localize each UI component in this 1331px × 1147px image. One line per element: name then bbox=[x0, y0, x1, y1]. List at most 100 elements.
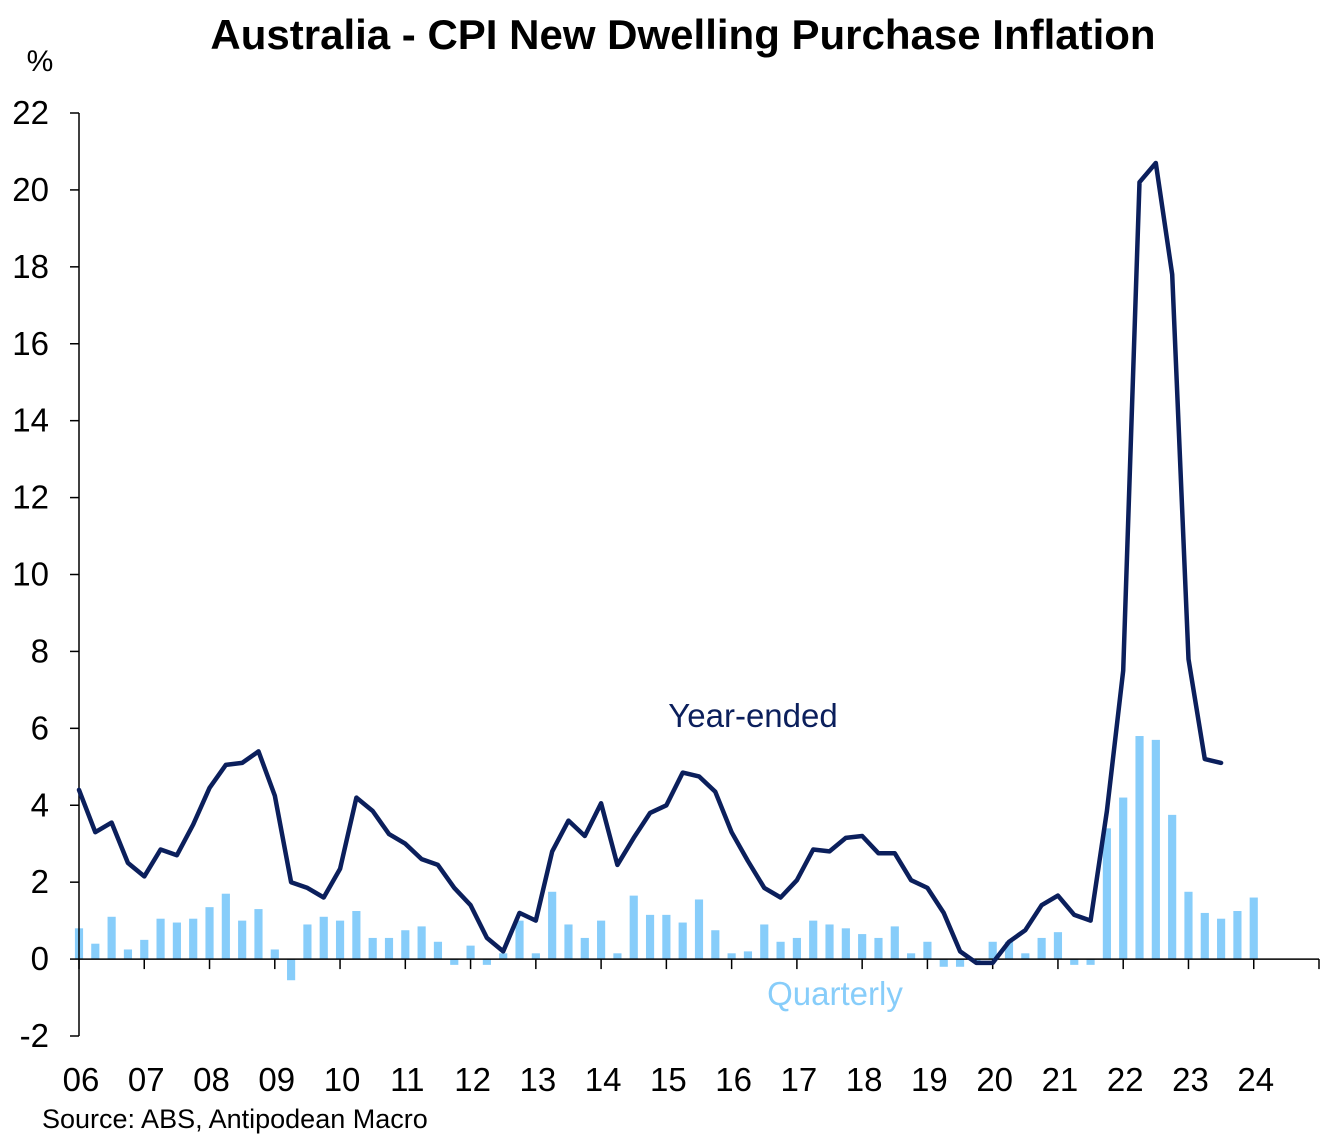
x-tick-label: 22 bbox=[1107, 1061, 1144, 1098]
y-tick-label: 20 bbox=[12, 171, 49, 208]
quarterly-bar bbox=[433, 941, 443, 960]
x-tick-label: 21 bbox=[1042, 1061, 1079, 1098]
quarterly-bar bbox=[1119, 797, 1128, 960]
x-tick-label: 16 bbox=[715, 1061, 752, 1098]
quarterly-bar bbox=[450, 959, 459, 965]
quarterly-bar bbox=[1070, 959, 1079, 965]
quarterly-bars bbox=[74, 736, 1258, 981]
y-tick-label: 22 bbox=[12, 94, 49, 131]
quarterly-bar bbox=[955, 959, 965, 967]
quarterly-bar bbox=[678, 922, 687, 960]
quarterly-bar bbox=[792, 937, 801, 960]
quarterly-bar bbox=[580, 937, 589, 960]
quarterly-bar bbox=[1086, 959, 1095, 965]
quarterly-bar bbox=[189, 918, 198, 960]
quarterly-bar bbox=[1249, 897, 1258, 960]
x-tick-label: 19 bbox=[911, 1061, 948, 1098]
quarterly-bar bbox=[1233, 911, 1242, 960]
quarterly-bar bbox=[156, 918, 165, 960]
y-tick-label: 14 bbox=[12, 402, 49, 439]
x-tick-label: 18 bbox=[846, 1061, 883, 1098]
quarterly-bar bbox=[1021, 953, 1030, 960]
y-tick-label: 4 bbox=[31, 786, 49, 823]
x-tick-label: 15 bbox=[650, 1061, 687, 1098]
quarterly-bar bbox=[1184, 891, 1193, 960]
quarterly-bar bbox=[417, 926, 426, 960]
x-tick-label: 13 bbox=[519, 1061, 556, 1098]
quarterly-bar bbox=[939, 959, 948, 967]
quarterly-bar bbox=[1004, 941, 1014, 960]
chart-title: Australia - CPI New Dwelling Purchase In… bbox=[210, 11, 1155, 58]
quarterly-bar bbox=[1200, 912, 1209, 960]
y-tick-label: 0 bbox=[31, 940, 49, 977]
quarterly-bar bbox=[760, 924, 769, 960]
quarterly-bar bbox=[384, 937, 394, 960]
y-tick-label: 8 bbox=[31, 632, 49, 669]
quarterly-bar bbox=[645, 914, 655, 960]
quarterly-bar bbox=[1037, 937, 1046, 960]
quarterly-bar bbox=[401, 930, 410, 960]
quarterly-bar bbox=[890, 926, 899, 960]
quarterly-bar bbox=[923, 941, 932, 960]
quarterly-bar bbox=[874, 937, 883, 960]
quarterly-bar bbox=[254, 909, 263, 960]
quarterly-bar bbox=[123, 949, 133, 960]
quarterly-bar bbox=[841, 928, 850, 960]
quarterly-bar bbox=[531, 953, 540, 960]
x-tick-label: 12 bbox=[454, 1061, 491, 1098]
quarterly-bar bbox=[499, 953, 508, 960]
quarterly-bar bbox=[597, 920, 606, 960]
quarterly-bar bbox=[613, 953, 622, 960]
x-tick-label: 06 bbox=[63, 1061, 100, 1098]
x-tick-label: 09 bbox=[258, 1061, 295, 1098]
quarterly-bar bbox=[1053, 932, 1063, 960]
y-tick-label: -2 bbox=[20, 1017, 49, 1054]
quarterly-bar bbox=[287, 959, 296, 981]
year-ended-series-label: Year-ended bbox=[668, 697, 837, 734]
quarterly-bar bbox=[221, 893, 230, 960]
x-tick-label: 07 bbox=[128, 1061, 165, 1098]
quarterly-bar bbox=[694, 899, 704, 960]
quarterly-bar bbox=[809, 920, 818, 960]
quarterly-bar bbox=[825, 924, 834, 960]
y-tick-label: 18 bbox=[12, 248, 49, 285]
x-tick-label: 11 bbox=[390, 1061, 424, 1098]
x-tick-label: 20 bbox=[976, 1061, 1013, 1098]
y-axis-unit-label: % bbox=[27, 45, 54, 78]
quarterly-bar bbox=[662, 914, 671, 960]
quarterly-bar bbox=[858, 934, 867, 960]
quarterly-bar bbox=[1217, 918, 1226, 960]
quarterly-bar bbox=[140, 939, 149, 960]
quarterly-bar bbox=[1102, 828, 1111, 960]
quarterly-series-label: Quarterly bbox=[767, 975, 903, 1012]
quarterly-bar bbox=[172, 922, 181, 960]
quarterly-bar bbox=[629, 895, 638, 960]
quarterly-bar bbox=[107, 916, 116, 960]
x-tick-label: 08 bbox=[193, 1061, 230, 1098]
quarterly-bar bbox=[466, 945, 475, 960]
y-tick-label: 16 bbox=[12, 325, 49, 362]
quarterly-bar bbox=[564, 924, 573, 960]
x-tick-label: 14 bbox=[585, 1061, 622, 1098]
quarterly-bar bbox=[319, 916, 328, 960]
x-tick-label: 10 bbox=[324, 1061, 361, 1098]
year-ended-line bbox=[76, 160, 1224, 966]
quarterly-bar bbox=[711, 930, 720, 960]
y-tick-label: 6 bbox=[31, 709, 49, 746]
quarterly-bar bbox=[270, 949, 279, 960]
quarterly-bar bbox=[515, 920, 524, 960]
quarterly-bar bbox=[743, 951, 753, 960]
x-tick-label: 17 bbox=[781, 1061, 818, 1098]
quarterly-bar bbox=[352, 911, 361, 960]
quarterly-bar bbox=[1168, 814, 1177, 960]
quarterly-bar bbox=[1135, 736, 1144, 960]
source-note: Source: ABS, Antipodean Macro bbox=[42, 1104, 428, 1134]
quarterly-bar bbox=[1151, 739, 1160, 960]
quarterly-bar bbox=[205, 907, 214, 960]
y-tick-label: 2 bbox=[31, 863, 49, 900]
quarterly-bar bbox=[335, 920, 345, 960]
y-tick-label: 10 bbox=[12, 556, 49, 593]
quarterly-bar bbox=[238, 920, 247, 960]
